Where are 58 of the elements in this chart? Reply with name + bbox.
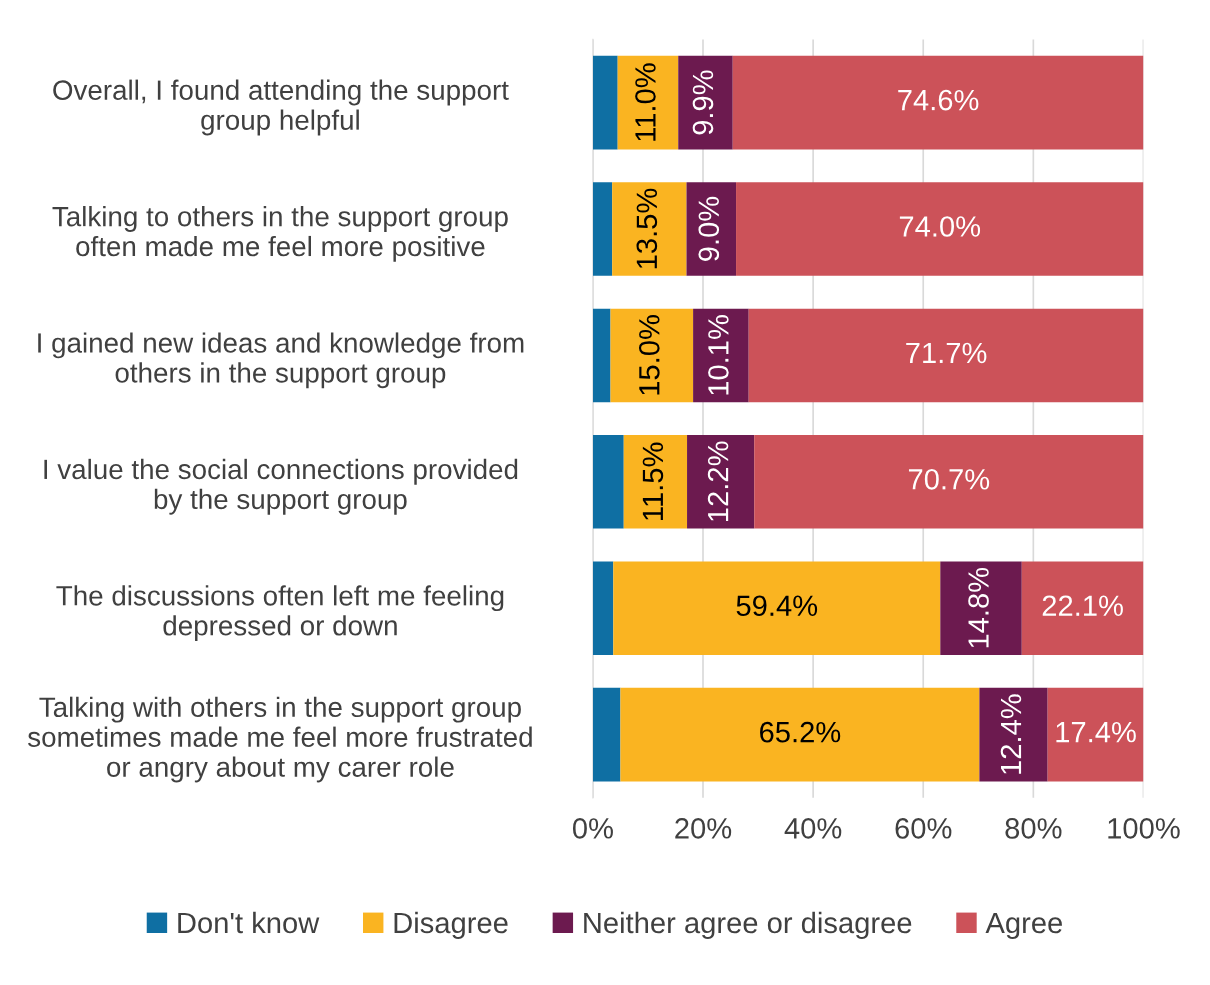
- bar: [592, 55, 618, 150]
- x-tick-label: 80%: [1005, 818, 1062, 839]
- y-tick-label: I gained new ideas and knowledge from others in the support group: [38, 332, 524, 389]
- bar: [620, 687, 980, 782]
- bar: [687, 435, 755, 529]
- x-tick-label: 60%: [895, 818, 952, 839]
- bar: [617, 55, 679, 150]
- data-label: 9.0%: [698, 196, 720, 261]
- bar: [592, 308, 611, 403]
- data-label: 11.0%: [635, 63, 656, 141]
- data-label: 12.4%: [1000, 694, 1022, 774]
- bar: [678, 55, 733, 150]
- legend-label: Agree: [985, 912, 1062, 940]
- data-label: 10.1%: [708, 315, 729, 395]
- data-label: 59.4%: [736, 595, 818, 617]
- legend-label: Disagree: [394, 911, 508, 940]
- data-label: 13.5%: [636, 188, 658, 269]
- bar: [693, 308, 749, 403]
- bar: [610, 308, 694, 403]
- bar: [623, 435, 688, 529]
- bar: [686, 182, 737, 276]
- data-label: 74.6%: [898, 89, 979, 111]
- y-tick-label: The discussions often left me feeling depressed or down: [56, 585, 504, 642]
- x-tick-label: 20%: [675, 818, 732, 839]
- bar: [1047, 687, 1144, 782]
- data-label: 14.8%: [968, 567, 989, 648]
- data-label: 17.4%: [1056, 721, 1136, 743]
- x-tick-label: 40%: [784, 818, 842, 839]
- bar: [592, 561, 614, 656]
- data-label: 22.1%: [1042, 595, 1123, 616]
- bar: [613, 561, 941, 656]
- bar: [979, 687, 1048, 782]
- x-tick-label: 100%: [1108, 818, 1180, 839]
- bar: [592, 687, 621, 782]
- bar: [940, 561, 1022, 656]
- bar: [1021, 561, 1144, 656]
- y-tick-label: Talking to others in the support group often made me feel more positive: [52, 206, 508, 262]
- data-label: 9.9%: [692, 70, 714, 135]
- bar: [754, 435, 1144, 529]
- bar: [612, 182, 687, 276]
- data-label: 65.2%: [760, 721, 841, 743]
- data-label: 71.7%: [906, 342, 987, 364]
- x-tick-label: 0%: [572, 818, 613, 839]
- y-tick-label: Overall, I found attending the support group helpful: [53, 79, 509, 136]
- data-label: 74.0%: [899, 216, 981, 237]
- bar: [748, 308, 1144, 403]
- bar: [732, 55, 1144, 150]
- bar: [592, 435, 624, 529]
- legend-label: Neither agree or disagree: [584, 911, 912, 940]
- legend-label: Don't know: [178, 911, 320, 934]
- bar: [736, 182, 1144, 276]
- data-label: 15.0%: [638, 315, 660, 395]
- data-label: 11.5%: [642, 442, 664, 520]
- y-tick-label: Talking with others in the support group sometimes made me feel more frustrated or angry about my carer role: [28, 696, 532, 783]
- data-label: 70.7%: [908, 469, 990, 490]
- data-label: 12.2%: [707, 441, 729, 521]
- bar: [592, 182, 613, 276]
- y-tick-label: I value the social connections provided by the support group: [44, 458, 518, 515]
